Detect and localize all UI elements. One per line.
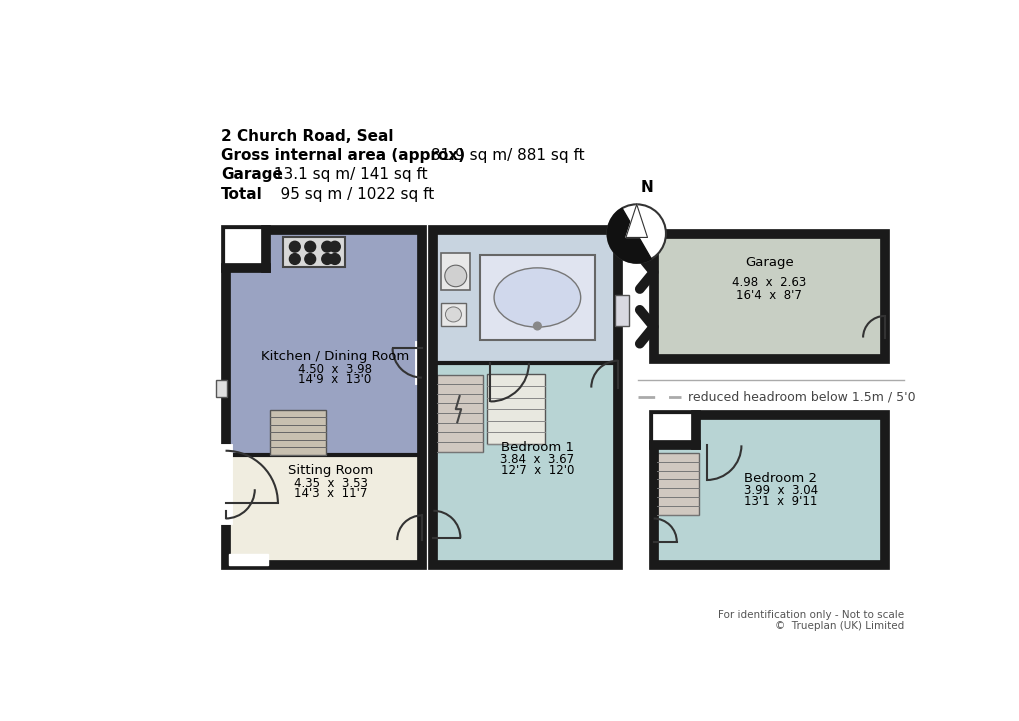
- Bar: [653, 234, 883, 359]
- Text: 14'3  x  11'7: 14'3 x 11'7: [294, 487, 367, 500]
- Bar: [433, 363, 618, 565]
- Bar: [487, 374, 544, 444]
- Text: 95 sq m / 1022 sq ft: 95 sq m / 1022 sq ft: [261, 187, 434, 202]
- Bar: [479, 255, 594, 340]
- Bar: [653, 415, 695, 446]
- Text: N: N: [640, 180, 653, 195]
- Text: Bedroom 2: Bedroom 2: [744, 472, 816, 485]
- Text: 4.50  x  3.98: 4.50 x 3.98: [298, 363, 372, 376]
- Bar: [225, 230, 265, 268]
- Ellipse shape: [444, 265, 467, 287]
- Text: 4.35  x  3.53: 4.35 x 3.53: [293, 477, 368, 490]
- Text: Garage: Garage: [221, 167, 282, 182]
- Polygon shape: [607, 208, 651, 263]
- Ellipse shape: [493, 268, 580, 327]
- Text: 16'4  x  8'7: 16'4 x 8'7: [736, 288, 801, 301]
- Text: Bedroom 1: Bedroom 1: [500, 441, 574, 454]
- Bar: [433, 230, 618, 363]
- Bar: [229, 554, 268, 565]
- Bar: [225, 230, 422, 454]
- Bar: [440, 303, 466, 326]
- Text: Kitchen / Dining Room: Kitchen / Dining Room: [261, 350, 409, 363]
- Circle shape: [533, 322, 541, 329]
- Text: 3.84  x  3.67: 3.84 x 3.67: [500, 454, 574, 466]
- Text: 14'9  x  13'0: 14'9 x 13'0: [298, 373, 371, 386]
- Text: Garage: Garage: [744, 257, 793, 270]
- Circle shape: [305, 242, 315, 252]
- Ellipse shape: [445, 307, 461, 322]
- Bar: [653, 415, 883, 565]
- Bar: [283, 237, 344, 267]
- Text: ©  Trueplan (UK) Limited: © Trueplan (UK) Limited: [773, 621, 903, 631]
- Circle shape: [305, 254, 315, 265]
- Text: 13.1 sq m/ 141 sq ft: 13.1 sq m/ 141 sq ft: [268, 167, 427, 182]
- Text: reduced headroom below 1.5m / 5'0: reduced headroom below 1.5m / 5'0: [688, 390, 915, 403]
- Bar: [656, 453, 698, 515]
- Text: Gross internal area (approx): Gross internal area (approx): [221, 148, 465, 163]
- Circle shape: [321, 254, 332, 265]
- Bar: [653, 415, 883, 565]
- Circle shape: [289, 254, 300, 265]
- Circle shape: [329, 254, 340, 265]
- Text: Total: Total: [221, 187, 263, 202]
- Bar: [440, 253, 470, 290]
- Circle shape: [321, 242, 332, 252]
- Text: 4.98  x  2.63: 4.98 x 2.63: [732, 275, 805, 288]
- Polygon shape: [626, 204, 647, 237]
- Bar: [270, 410, 325, 454]
- Text: For identification only - Not to scale: For identification only - Not to scale: [717, 610, 903, 620]
- Circle shape: [607, 204, 665, 263]
- Bar: [225, 230, 422, 565]
- Bar: [653, 234, 883, 359]
- Text: 81.9 sq m/ 881 sq ft: 81.9 sq m/ 881 sq ft: [426, 148, 585, 163]
- Text: 3.99  x  3.04: 3.99 x 3.04: [743, 485, 817, 497]
- Bar: [216, 380, 227, 397]
- Bar: [433, 230, 618, 565]
- Text: Sitting Room: Sitting Room: [288, 464, 373, 477]
- Circle shape: [289, 242, 300, 252]
- Circle shape: [329, 242, 340, 252]
- Bar: [614, 295, 629, 326]
- Text: 2 Church Road, Seal: 2 Church Road, Seal: [221, 129, 393, 144]
- Text: 13'1  x  9'11: 13'1 x 9'11: [743, 495, 816, 508]
- Bar: [436, 374, 482, 451]
- Text: 12'7  x  12'0: 12'7 x 12'0: [500, 464, 574, 477]
- Bar: [225, 454, 422, 565]
